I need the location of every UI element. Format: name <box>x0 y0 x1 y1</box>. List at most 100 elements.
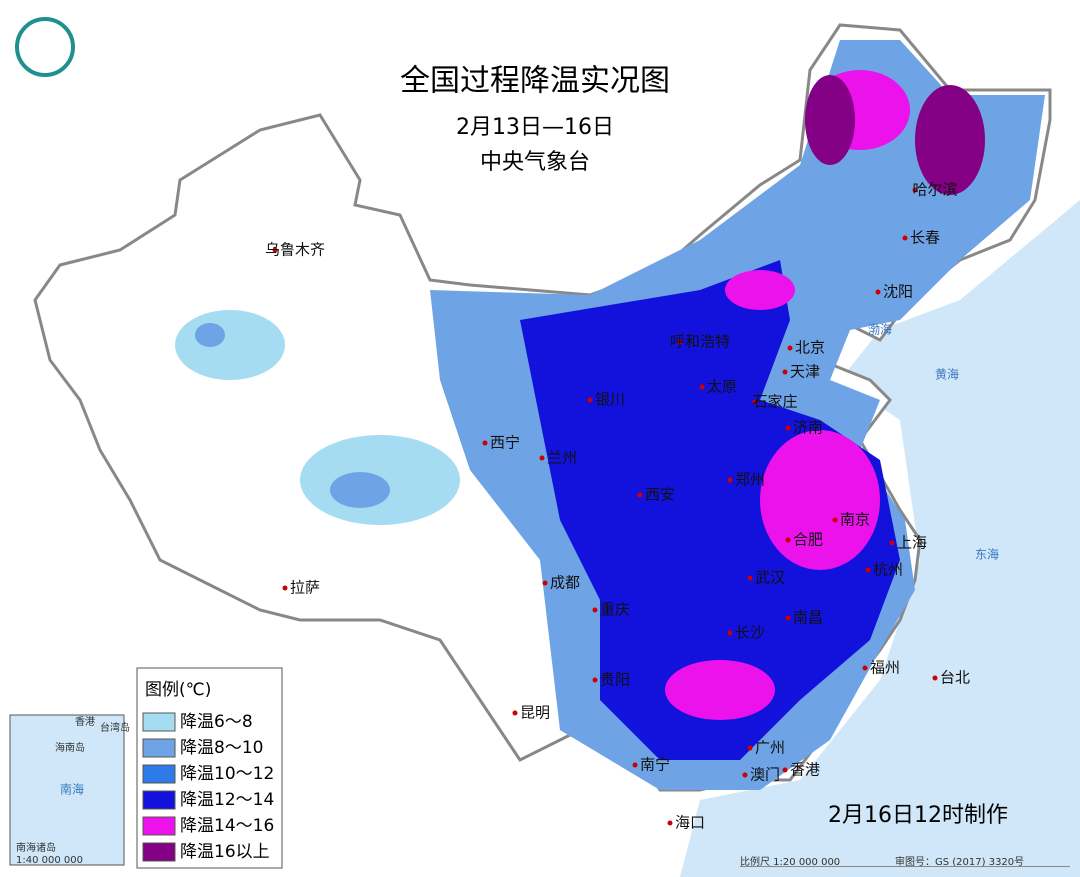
patch <box>725 270 795 310</box>
city-dot <box>787 345 793 351</box>
city-dot <box>742 772 748 778</box>
city-dot <box>752 399 758 405</box>
city-dot <box>785 615 791 621</box>
city-label: 昆明 <box>520 704 550 722</box>
city-dot <box>482 440 488 446</box>
city-dot <box>747 745 753 751</box>
title: 全国过程降温实况图 <box>400 64 670 99</box>
inset-label: 海南岛 <box>55 741 85 754</box>
inset-title: 南海诸岛 <box>16 841 56 854</box>
legend-swatch <box>142 712 176 732</box>
city-dot <box>512 710 518 716</box>
city-dot <box>592 607 598 613</box>
divider <box>740 866 1070 867</box>
legend-swatch <box>142 816 176 836</box>
city-label: 海口 <box>675 814 705 832</box>
city-dot <box>677 339 683 345</box>
city-label: 香港 <box>790 761 820 779</box>
city-dot <box>902 235 908 241</box>
city-label: 西宁 <box>490 434 520 452</box>
city-dot <box>782 369 788 375</box>
inset-frame <box>9 714 125 866</box>
city-dot <box>542 580 548 586</box>
city-label: 北京 <box>795 339 825 357</box>
city-dot <box>727 477 733 483</box>
legend-swatch <box>142 790 176 810</box>
city-dot <box>875 289 881 295</box>
review-number: 审图号：GS (2017) 3320号 <box>895 855 1024 868</box>
city-label: 哈尔滨 <box>912 181 957 199</box>
city-label: 合肥 <box>793 531 823 549</box>
legend-label: 降温6～8 <box>180 712 253 732</box>
city-label: 兰州 <box>547 449 577 467</box>
city-dot <box>932 675 938 681</box>
legend-label: 降温12～14 <box>180 790 274 810</box>
city-label: 上海 <box>897 534 927 552</box>
city-label: 南宁 <box>640 756 670 774</box>
city-dot <box>782 767 788 773</box>
city-label: 成都 <box>550 574 580 592</box>
date: 2月13日—16日 <box>456 115 614 140</box>
patch <box>915 85 985 195</box>
city-dot <box>632 762 638 768</box>
scale: 比例尺 1:20 000 000 <box>740 855 840 868</box>
agency: 中央气象台 <box>480 150 590 175</box>
city-dot <box>272 247 278 253</box>
patch <box>520 260 900 760</box>
city-dot <box>832 517 838 523</box>
legend-label: 降温16以上 <box>180 842 270 862</box>
city-label: 长春 <box>910 229 940 247</box>
city-label: 台北 <box>940 669 970 687</box>
city-label: 杭州 <box>873 561 903 579</box>
city-label: 广州 <box>755 739 785 757</box>
city-dot <box>865 567 871 573</box>
city-dot <box>747 575 753 581</box>
city-dot <box>637 492 643 498</box>
city-label: 石家庄 <box>752 393 797 411</box>
city-label: 呼和浩特 <box>670 333 730 351</box>
city-label: 武汉 <box>755 569 785 587</box>
city-dot <box>539 455 545 461</box>
city-label: 太原 <box>707 378 737 396</box>
legend-label: 降温14～16 <box>180 816 274 836</box>
city-dot <box>667 820 673 826</box>
patch <box>175 310 285 380</box>
city-dot <box>699 384 705 390</box>
city-dot <box>785 425 791 431</box>
sea-label: 南海 <box>60 782 84 797</box>
city-label: 天津 <box>790 363 820 381</box>
city-dot <box>889 540 895 546</box>
city-dot <box>727 630 733 636</box>
city-label: 南京 <box>840 511 870 529</box>
legend-swatch <box>142 842 176 862</box>
sea-label: 渤海 <box>868 322 892 337</box>
patch <box>330 472 390 508</box>
city-dot <box>282 585 288 591</box>
city-label: 福州 <box>870 659 900 677</box>
city-label: 澳门 <box>750 766 780 784</box>
city-label: 贵阳 <box>600 671 630 689</box>
city-dot <box>592 677 598 683</box>
legend-title: 图例(℃) <box>145 680 211 700</box>
cooling-patches <box>175 40 1045 790</box>
city-dot <box>785 537 791 543</box>
inset-label: 香港 <box>75 716 95 728</box>
legend-swatch <box>142 738 176 758</box>
legend-label: 降温8～10 <box>180 738 263 758</box>
inset-scale: 1:40 000 000 <box>16 855 83 866</box>
city-dot <box>912 187 918 193</box>
patch <box>665 660 775 720</box>
city-label: 南昌 <box>793 609 823 627</box>
legend-swatch <box>142 764 176 784</box>
city-label: 银川 <box>595 391 625 409</box>
made-time: 2月16日12时制作 <box>828 803 1008 828</box>
legend-label: 降温10～12 <box>180 764 274 784</box>
city-label: 长沙 <box>735 624 765 642</box>
sea-label: 东海 <box>975 547 999 562</box>
city-label: 拉萨 <box>290 579 320 597</box>
logo <box>15 17 75 77</box>
city-label: 西安 <box>645 486 675 504</box>
city-label: 重庆 <box>600 601 630 619</box>
patch <box>760 430 880 570</box>
